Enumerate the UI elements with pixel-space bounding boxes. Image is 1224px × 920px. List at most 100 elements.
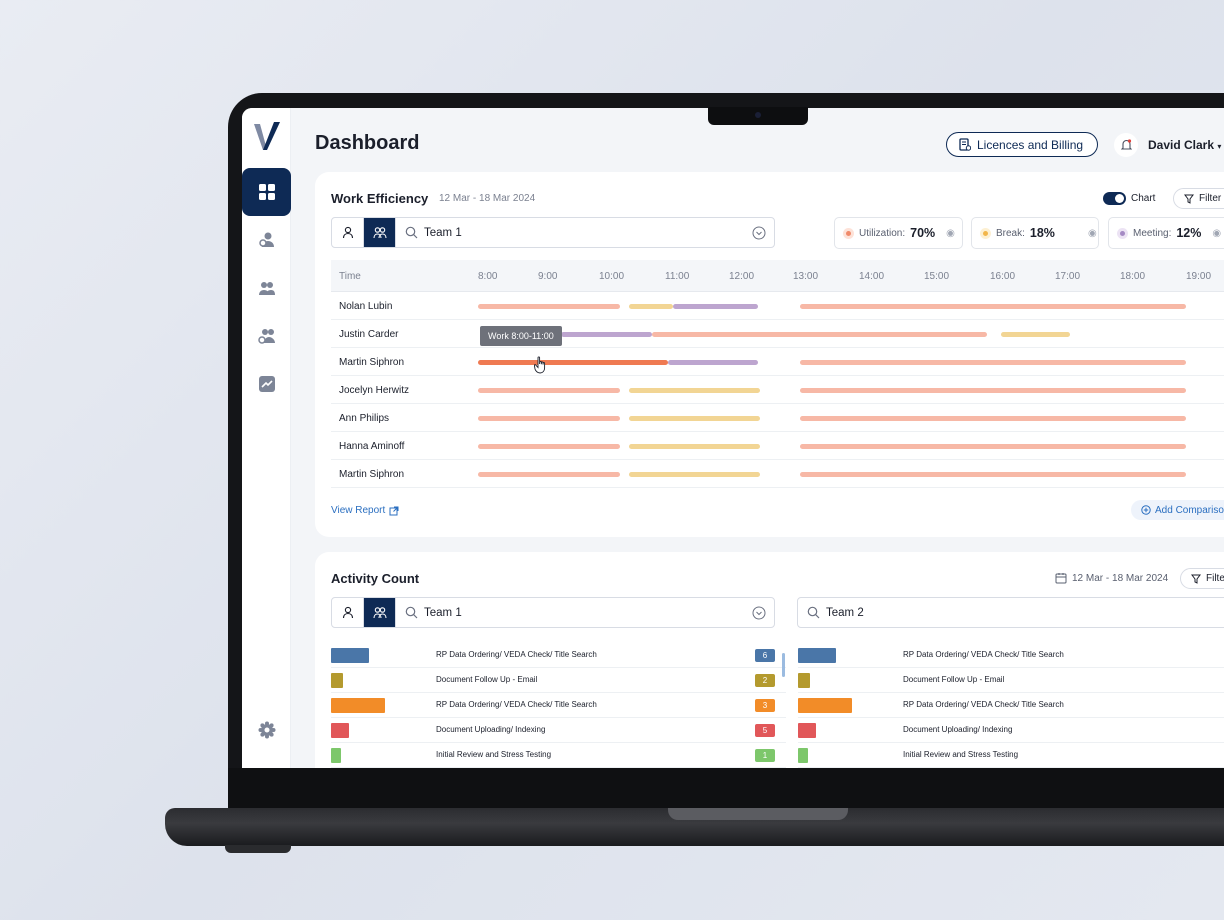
- timeline-row[interactable]: Justin Carder: [331, 320, 1224, 348]
- user-icon: [342, 226, 353, 239]
- meeting-bar[interactable]: [561, 332, 652, 337]
- activity-bar: [331, 698, 385, 713]
- individual-view-toggle[interactable]: [332, 598, 364, 627]
- break-bar[interactable]: [629, 304, 673, 309]
- licences-billing-label: Licences and Billing: [977, 137, 1084, 152]
- team-icon: [372, 607, 387, 619]
- plus-circle-icon: [1141, 505, 1151, 515]
- meeting-bar[interactable]: [673, 304, 758, 309]
- activity-row[interactable]: Initial Review and Stress Testing 1: [331, 743, 786, 768]
- hour-label: 17:00: [1055, 271, 1081, 282]
- eye-icon[interactable]: ◉: [1212, 227, 1222, 239]
- timeline-row[interactable]: Jocelyn Herwitz: [331, 376, 1224, 404]
- calendar-icon: [1055, 573, 1067, 584]
- chevron-down-icon[interactable]: [752, 226, 766, 240]
- activity-bar: [798, 648, 836, 663]
- work-bar[interactable]: [652, 332, 987, 337]
- activity-label: Initial Review and Stress Testing: [436, 750, 552, 759]
- hour-label: 9:00: [538, 271, 558, 282]
- chevron-down-icon[interactable]: [752, 606, 766, 620]
- employee-name: Jocelyn Herwitz: [339, 385, 410, 396]
- timeline-row[interactable]: Nolan Lubin: [331, 292, 1224, 320]
- search-icon: [405, 606, 418, 619]
- work-bar[interactable]: [478, 388, 620, 393]
- activity-row[interactable]: Document Follow Up - Email: [798, 668, 1224, 693]
- activity-row[interactable]: RP Data Ordering/ VEDA Check/ Title Sear…: [331, 643, 786, 668]
- utilization-label: Utilization:: [859, 227, 906, 239]
- team-2-search-bar[interactable]: Team 2: [797, 597, 1224, 628]
- activity-row[interactable]: RP Data Ordering/ VEDA Check/ Title Sear…: [798, 693, 1224, 718]
- activity-row[interactable]: Initial Review and Stress Testing: [798, 743, 1224, 768]
- laptop-hinge: [228, 768, 1224, 810]
- employee-name: Ann Philips: [339, 413, 390, 424]
- team-search-bar[interactable]: Team 1: [331, 217, 775, 248]
- break-bar[interactable]: [629, 444, 760, 449]
- break-bar[interactable]: [1001, 332, 1070, 337]
- efficiency-filter-button[interactable]: Filter: [1173, 188, 1224, 209]
- activity-date-range[interactable]: 12 Mar - 18 Mar 2024: [1055, 572, 1168, 584]
- nav-settings[interactable]: [242, 706, 291, 754]
- work-bar[interactable]: [478, 304, 620, 309]
- meeting-bar[interactable]: [668, 360, 758, 365]
- work-bar[interactable]: [800, 388, 1186, 393]
- work-bar[interactable]: [800, 360, 1186, 365]
- work-bar[interactable]: [478, 444, 620, 449]
- individual-view-toggle[interactable]: [332, 218, 364, 247]
- activity-count-title: Activity Count: [331, 571, 420, 586]
- work-bar[interactable]: [800, 416, 1186, 421]
- meeting-value: 12%: [1176, 226, 1202, 240]
- chart-toggle[interactable]: [1103, 192, 1126, 205]
- work-bar-active[interactable]: [478, 360, 668, 365]
- timeline-row[interactable]: Hanna Aminoff: [331, 432, 1224, 460]
- activity-date-text: 12 Mar - 18 Mar 2024: [1072, 572, 1169, 584]
- eye-icon[interactable]: ◉: [1087, 227, 1097, 239]
- notifications-button[interactable]: [1114, 133, 1138, 157]
- timeline-row[interactable]: Martin Siphron: [331, 348, 1224, 376]
- nav-team-settings[interactable]: [242, 312, 291, 360]
- add-comparison-button[interactable]: Add Comparison: [1131, 500, 1224, 520]
- work-bar[interactable]: [478, 472, 620, 477]
- activity-row[interactable]: RP Data Ordering/ VEDA Check/ Title Sear…: [798, 643, 1224, 668]
- activity-filter-button[interactable]: Filter: [1180, 568, 1224, 589]
- activity-row[interactable]: Document Follow Up - Email 2: [331, 668, 786, 693]
- break-bar[interactable]: [629, 472, 760, 477]
- hour-label: 15:00: [924, 271, 950, 282]
- team-view-toggle[interactable]: [364, 218, 396, 247]
- activity-label: Document Uploading/ Indexing: [903, 725, 1013, 734]
- activity-scrollbar[interactable]: [782, 653, 785, 677]
- user-menu[interactable]: David Clark ▾: [1148, 138, 1221, 152]
- break-bar[interactable]: [629, 388, 760, 393]
- nav-reports[interactable]: [242, 360, 291, 408]
- search-icon: [405, 226, 418, 239]
- nav-teams[interactable]: [242, 264, 291, 312]
- work-bar[interactable]: [800, 444, 1186, 449]
- hour-label: 11:00: [665, 271, 690, 282]
- activity-label: RP Data Ordering/ VEDA Check/ Title Sear…: [903, 650, 1064, 659]
- time-column-header: Time: [339, 271, 361, 282]
- team-1-search-bar[interactable]: Team 1: [331, 597, 775, 628]
- timeline-row[interactable]: Ann Philips: [331, 404, 1224, 432]
- activity-bar: [331, 648, 369, 663]
- work-bar[interactable]: [800, 472, 1186, 477]
- activity-row[interactable]: RP Data Ordering/ VEDA Check/ Title Sear…: [331, 693, 786, 718]
- activity-row[interactable]: Document Uploading/ Indexing: [798, 718, 1224, 743]
- eye-icon[interactable]: ◉: [946, 227, 955, 239]
- break-value: 18%: [1029, 226, 1055, 240]
- activity-bar: [798, 748, 808, 763]
- licences-billing-button[interactable]: Licences and Billing: [946, 132, 1098, 157]
- view-report-link[interactable]: View Report: [331, 505, 399, 516]
- activity-row[interactable]: Document Uploading/ Indexing 5: [331, 718, 786, 743]
- employee-name: Martin Siphron: [339, 357, 405, 368]
- nav-dashboard[interactable]: [242, 168, 291, 216]
- work-bar[interactable]: [800, 304, 1186, 309]
- nav-user-settings[interactable]: [242, 216, 291, 264]
- activity-label: Document Follow Up - Email: [436, 675, 538, 684]
- work-bar[interactable]: [478, 416, 620, 421]
- timeline-header: Time 8:00 9:00 10:00 11:00 12:00 13:00 1…: [331, 260, 1224, 292]
- gear-icon: [258, 721, 275, 739]
- timeline-row[interactable]: Martin Siphron: [331, 460, 1224, 488]
- team-view-toggle[interactable]: [364, 598, 396, 627]
- break-bar[interactable]: [629, 416, 760, 421]
- activity-bar: [331, 748, 341, 763]
- meeting-metric: Meeting: 12% ◉: [1108, 217, 1224, 249]
